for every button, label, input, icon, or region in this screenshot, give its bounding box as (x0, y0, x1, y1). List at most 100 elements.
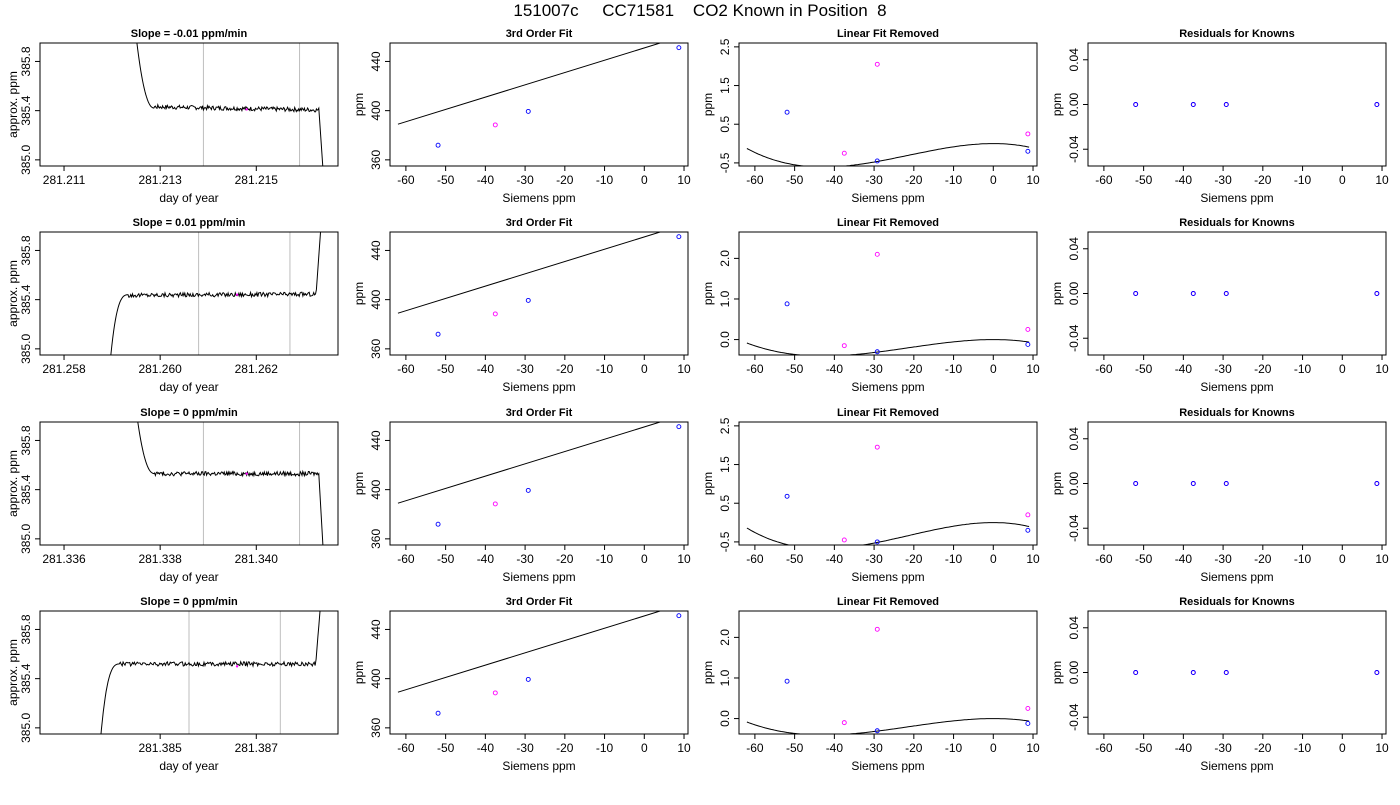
x-tick-label: -40 (826, 362, 844, 376)
plot-area (100, 611, 321, 734)
x-tick-label: -30 (516, 362, 534, 376)
y-tick-label: 400 (369, 289, 383, 309)
data-point-known (1133, 102, 1139, 107)
panel-title: 3rd Order Fit (506, 217, 573, 229)
x-tick-label: 10 (1026, 552, 1040, 566)
y-tick-label: 0.00 (1067, 660, 1081, 684)
data-point-known (1025, 341, 1031, 347)
x-tick-label: 10 (677, 173, 691, 187)
data-point-known (784, 678, 790, 684)
plot-area (110, 232, 322, 355)
plot-frame (738, 42, 1038, 167)
x-tick-label: 281.211 (43, 173, 86, 187)
x-tick-label: -50 (437, 741, 455, 755)
x-tick-label: -60 (746, 173, 764, 187)
y-axis-label: ppm (701, 93, 715, 116)
x-tick-label: 10 (1026, 362, 1040, 376)
x-axis-label: Siemens ppm (502, 759, 575, 773)
x-tick-label: -20 (1254, 741, 1272, 755)
y-tick-label: 0.04 (1067, 237, 1081, 261)
time-series-line (136, 43, 324, 166)
x-axis-label: Siemens ppm (1200, 759, 1273, 773)
data-point-known (1025, 527, 1031, 533)
data-point-known (1223, 481, 1229, 486)
panel-r1c4: Residuals for Knowns -60 -50 -40 -30 -20 -10 0 1… (1050, 28, 1389, 205)
y-tick-label: 385.8 (19, 425, 33, 455)
x-tick-label: -10 (596, 173, 614, 187)
x-tick-label: -60 (1095, 552, 1113, 566)
data-point-unknown (841, 720, 847, 726)
x-tick-label: -30 (865, 741, 883, 755)
y-axis-label: approx. ppm (6, 71, 20, 138)
panel-r1c2: 3rd Order Fit -60 -50 -40 -30 -20 -10 0 10 360 400… (352, 28, 691, 205)
y-tick-label: 385.0 (19, 524, 33, 554)
x-tick-label: -60 (397, 552, 415, 566)
y-tick-label: 360 (369, 339, 383, 359)
plot-area (746, 61, 1031, 166)
y-tick-label: 0.0 (718, 331, 732, 348)
plot-frame (389, 231, 689, 356)
y-axis-label: ppm (701, 661, 715, 684)
x-tick-label: 0 (990, 552, 997, 566)
data-point-known (1133, 481, 1139, 486)
plot-area (137, 422, 324, 545)
x-tick-label: -20 (905, 552, 923, 566)
panel-r3c4: Residuals for Knowns -60 -50 -40 -30 -20 -10 0 1… (1050, 407, 1389, 584)
y-tick-label: 0.04 (1067, 48, 1081, 72)
data-point-unknown (1025, 512, 1031, 518)
data-point-known (874, 539, 880, 545)
y-tick-label: 440 (369, 240, 383, 260)
y-tick-label: 385.8 (19, 235, 33, 265)
time-series-line (110, 232, 322, 355)
x-tick-label: -60 (746, 741, 764, 755)
x-tick-label: 281.215 (235, 173, 279, 187)
x-tick-label: 0 (641, 173, 648, 187)
plot-area (1133, 102, 1380, 107)
y-tick-label: 0.00 (1067, 471, 1081, 495)
y-tick-label: 440 (369, 619, 383, 639)
data-point-known (1374, 102, 1380, 107)
data-point-unknown (1025, 705, 1031, 711)
data-point-known (1025, 148, 1031, 154)
x-tick-label: -40 (1175, 362, 1193, 376)
data-point-known (784, 109, 790, 115)
panel-title: 3rd Order Fit (506, 28, 573, 40)
data-point-known (1223, 670, 1229, 675)
x-tick-label: -10 (1294, 173, 1312, 187)
y-axis-label: ppm (352, 282, 366, 305)
y-axis-label: approx. ppm (6, 260, 20, 327)
x-tick-label: 10 (1026, 173, 1040, 187)
y-tick-label: 1.0 (718, 669, 732, 686)
y-axis-label: ppm (352, 93, 366, 116)
data-point-known (1025, 720, 1031, 726)
plot-area (1133, 481, 1380, 486)
x-tick-label: -60 (1095, 173, 1113, 187)
y-tick-label: 1.5 (718, 456, 732, 473)
x-tick-label: -60 (746, 552, 764, 566)
x-axis-label: day of year (159, 759, 218, 773)
data-point-unknown (235, 665, 239, 668)
data-point-unknown (841, 150, 847, 156)
plot-area (1133, 291, 1380, 296)
x-axis-label: Siemens ppm (851, 570, 924, 584)
data-point-known (676, 45, 682, 51)
x-tick-label: -10 (945, 741, 963, 755)
data-point-unknown (874, 61, 880, 67)
x-axis-label: day of year (159, 380, 218, 394)
data-point-known (1374, 291, 1380, 296)
x-tick-label: -50 (437, 173, 455, 187)
x-tick-label: -60 (746, 362, 764, 376)
y-tick-label: 2.5 (718, 417, 732, 434)
data-point-known (1374, 481, 1380, 486)
y-tick-label: -0.04 (1067, 514, 1081, 542)
panel-r2c4: Residuals for Knowns -60 -50 -40 -30 -20 -10 0 1… (1050, 217, 1389, 394)
x-tick-label: -10 (945, 552, 963, 566)
data-point-unknown (492, 122, 498, 128)
plot-area (136, 43, 324, 166)
panel-title: Residuals for Knowns (1179, 217, 1295, 229)
x-tick-label: 281.336 (42, 552, 86, 566)
plot-area (746, 626, 1031, 734)
x-tick-label: -50 (1135, 362, 1153, 376)
x-tick-label: 10 (677, 552, 691, 566)
panel-r4c2: 3rd Order Fit -60 -50 -40 -30 -20 -10 0 10 360 400… (352, 596, 691, 773)
